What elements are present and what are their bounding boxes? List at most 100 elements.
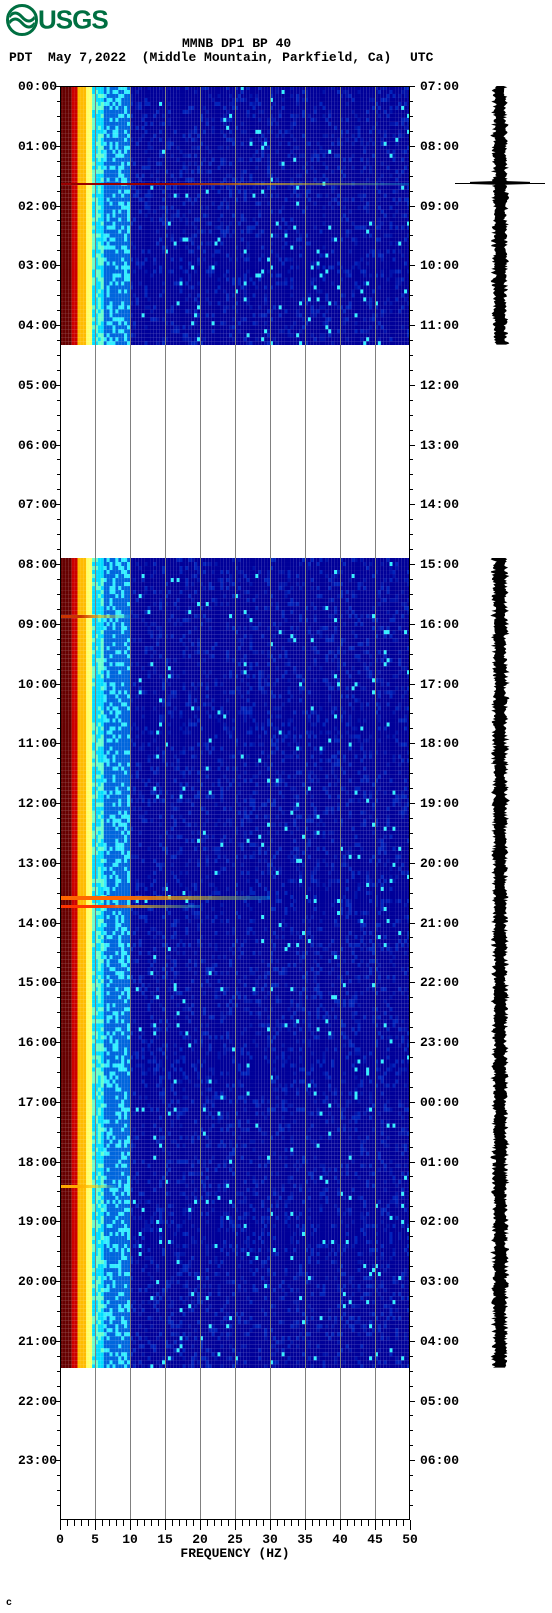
y-minor-tick bbox=[57, 280, 60, 281]
x-tick-minor bbox=[326, 1520, 327, 1526]
y-minor-tick bbox=[410, 1326, 413, 1327]
x-tick-minor bbox=[207, 1520, 208, 1526]
x-tick-major bbox=[200, 1520, 201, 1530]
y-minor-tick bbox=[57, 1012, 60, 1013]
y-minor-tick bbox=[410, 474, 413, 475]
grid-line bbox=[165, 86, 166, 1520]
x-tick-minor bbox=[319, 1520, 320, 1526]
y-tick bbox=[410, 684, 415, 685]
location-label: (Middle Mountain, Parkfield, Ca) bbox=[142, 50, 392, 65]
y-tick bbox=[410, 624, 415, 625]
x-tick-minor bbox=[242, 1520, 243, 1526]
y-minor-tick bbox=[57, 997, 60, 998]
y-right-hour-label: 04:00 bbox=[420, 1334, 459, 1349]
date-label: May 7,2022 bbox=[48, 50, 126, 65]
y-minor-tick bbox=[410, 1475, 413, 1476]
grid-line bbox=[305, 86, 306, 1520]
y-tick bbox=[410, 385, 415, 386]
y-tick bbox=[55, 624, 60, 625]
x-tick-minor bbox=[403, 1520, 404, 1526]
y-tick bbox=[410, 1341, 415, 1342]
y-minor-tick bbox=[57, 1266, 60, 1267]
y-minor-tick bbox=[410, 654, 413, 655]
y-minor-tick bbox=[57, 1176, 60, 1177]
y-minor-tick bbox=[57, 937, 60, 938]
y-minor-tick bbox=[410, 893, 413, 894]
y-minor-tick bbox=[57, 952, 60, 953]
y-minor-tick bbox=[410, 698, 413, 699]
y-left-hour-label: 00:00 bbox=[18, 79, 57, 94]
y-minor-tick bbox=[410, 131, 413, 132]
y-left-hour-label: 20:00 bbox=[18, 1274, 57, 1289]
y-minor-tick bbox=[410, 1087, 413, 1088]
y-tick bbox=[410, 982, 415, 983]
y-minor-tick bbox=[57, 116, 60, 117]
x-tick-major bbox=[165, 1520, 166, 1530]
y-right-hour-label: 10:00 bbox=[420, 258, 459, 273]
y-minor-tick bbox=[410, 713, 413, 714]
y-minor-tick bbox=[57, 1251, 60, 1252]
x-tick-minor bbox=[382, 1520, 383, 1526]
y-minor-tick bbox=[410, 952, 413, 953]
y-tick bbox=[55, 504, 60, 505]
x-tick-minor bbox=[277, 1520, 278, 1526]
y-minor-tick bbox=[410, 818, 413, 819]
x-tick-minor bbox=[291, 1520, 292, 1526]
y-minor-tick bbox=[410, 459, 413, 460]
x-tick-label: 5 bbox=[91, 1532, 99, 1547]
y-minor-tick bbox=[57, 1386, 60, 1387]
y-minor-tick bbox=[57, 1505, 60, 1506]
y-minor-tick bbox=[410, 1176, 413, 1177]
y-left-hour-label: 14:00 bbox=[18, 916, 57, 931]
y-tick bbox=[410, 564, 415, 565]
y-minor-tick bbox=[57, 654, 60, 655]
y-tick bbox=[410, 1162, 415, 1163]
x-tick-minor bbox=[67, 1520, 68, 1526]
y-minor-tick bbox=[57, 1191, 60, 1192]
x-tick-minor bbox=[389, 1520, 390, 1526]
y-minor-tick bbox=[57, 758, 60, 759]
y-tick bbox=[55, 146, 60, 147]
y-left-hour-label: 01:00 bbox=[18, 139, 57, 154]
y-minor-tick bbox=[410, 1371, 413, 1372]
x-tick-major bbox=[95, 1520, 96, 1530]
y-minor-tick bbox=[57, 1206, 60, 1207]
y-minor-tick bbox=[410, 370, 413, 371]
y-minor-tick bbox=[410, 430, 413, 431]
y-minor-tick bbox=[410, 758, 413, 759]
grid-line bbox=[235, 86, 236, 1520]
y-tick bbox=[55, 206, 60, 207]
y-minor-tick bbox=[410, 1430, 413, 1431]
spectrogram-plot bbox=[60, 86, 410, 1520]
y-right-hour-label: 22:00 bbox=[420, 975, 459, 990]
y-minor-tick bbox=[57, 1356, 60, 1357]
y-minor-tick bbox=[410, 295, 413, 296]
y-minor-tick bbox=[57, 833, 60, 834]
x-tick-minor bbox=[312, 1520, 313, 1526]
y-minor-tick bbox=[410, 908, 413, 909]
x-tick-minor bbox=[249, 1520, 250, 1526]
x-tick-label: 25 bbox=[227, 1532, 243, 1547]
x-tick-minor bbox=[109, 1520, 110, 1526]
y-tick bbox=[410, 504, 415, 505]
grid-line bbox=[375, 86, 376, 1520]
y-tick bbox=[55, 1042, 60, 1043]
x-tick-minor bbox=[214, 1520, 215, 1526]
y-minor-tick bbox=[410, 1251, 413, 1252]
x-tick-minor bbox=[151, 1520, 152, 1526]
x-tick-minor bbox=[172, 1520, 173, 1526]
y-minor-tick bbox=[57, 355, 60, 356]
y-minor-tick bbox=[57, 400, 60, 401]
x-tick-label: 35 bbox=[297, 1532, 313, 1547]
y-minor-tick bbox=[410, 1490, 413, 1491]
y-right-hour-label: 16:00 bbox=[420, 617, 459, 632]
x-axis-label: FREQUENCY (HZ) bbox=[180, 1546, 289, 1561]
y-minor-tick bbox=[410, 116, 413, 117]
y-right-hour-label: 23:00 bbox=[420, 1035, 459, 1050]
y-minor-tick bbox=[57, 1415, 60, 1416]
x-tick-minor bbox=[186, 1520, 187, 1526]
y-minor-tick bbox=[410, 1415, 413, 1416]
y-tick bbox=[410, 1281, 415, 1282]
y-tick bbox=[410, 86, 415, 87]
y-minor-tick bbox=[57, 773, 60, 774]
